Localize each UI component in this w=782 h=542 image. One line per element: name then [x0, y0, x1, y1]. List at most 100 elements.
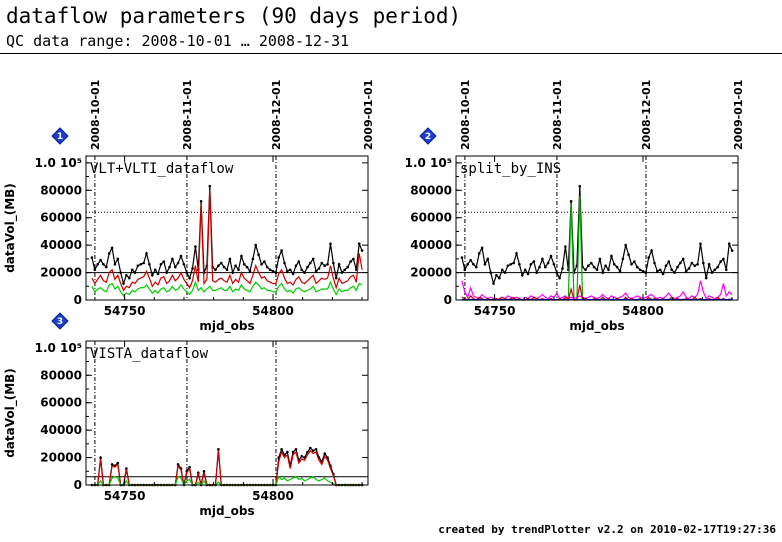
x-tick-label: 54800 — [252, 489, 294, 503]
data-point — [541, 257, 544, 261]
data-point — [102, 263, 105, 266]
data-point — [162, 260, 166, 263]
data-point — [323, 264, 327, 268]
data-point — [136, 264, 140, 268]
y-tick-label: 80000 — [40, 368, 82, 382]
data-point — [658, 268, 662, 272]
data-point — [661, 272, 665, 276]
data-point — [630, 263, 633, 266]
y-tick-label: 0 — [74, 478, 82, 492]
data-point — [280, 249, 283, 252]
data-point — [538, 265, 541, 269]
data-point — [587, 264, 590, 268]
y-tick-label: 0 — [444, 293, 452, 307]
series-line — [91, 190, 363, 292]
data-point — [257, 253, 260, 256]
data-point — [317, 267, 321, 270]
y-tick-label: 20000 — [40, 266, 82, 280]
data-point — [535, 271, 538, 274]
data-point — [323, 452, 327, 455]
y-tick-label: 60000 — [410, 211, 452, 225]
chart-panel-1: 1 2008-10-01 2008-11-01 2008-12-01 2009-01-0… — [3, 80, 375, 334]
data-point — [99, 258, 102, 262]
data-point — [110, 246, 114, 250]
data-point — [128, 276, 131, 280]
data-point — [360, 249, 364, 252]
page-title: dataflow parameters (90 days period) — [6, 4, 462, 28]
plot-frame — [85, 155, 369, 301]
data-point — [463, 268, 467, 272]
data-point — [552, 263, 556, 266]
data-point — [702, 261, 705, 265]
data-point — [320, 261, 324, 265]
data-point — [352, 257, 355, 261]
data-point — [214, 268, 217, 272]
data-point — [314, 448, 318, 451]
data-point — [142, 261, 145, 265]
y-tick-label: 80000 — [410, 183, 452, 197]
y-tick-label: 1.0 10⁵ — [405, 156, 452, 170]
data-point — [294, 264, 298, 268]
y-tick-label: 1.0 10⁵ — [35, 341, 82, 355]
data-point — [612, 263, 616, 266]
data-point — [509, 263, 513, 266]
badge-number: 1 — [57, 132, 63, 142]
data-point — [225, 268, 229, 272]
data-point — [277, 256, 281, 259]
badge-number: 3 — [57, 317, 63, 327]
data-point — [532, 260, 536, 263]
data-point — [500, 268, 504, 272]
data-point — [176, 261, 180, 265]
date-marker-label: 2008-12-01 — [270, 80, 283, 150]
x-axis-label: mjd_obs — [199, 319, 254, 334]
panel-badge: 1 — [51, 127, 69, 145]
data-point — [306, 450, 309, 454]
data-point — [656, 269, 659, 273]
data-point — [208, 184, 212, 188]
date-marker-label: 2009-01-01 — [362, 80, 375, 150]
data-point — [188, 276, 191, 280]
data-point — [472, 263, 475, 266]
x-tick-label: 54750 — [104, 489, 146, 503]
date-marker-label: 2008-10-01 — [459, 80, 472, 150]
data-point — [202, 470, 206, 473]
data-point — [309, 261, 312, 265]
data-point — [96, 263, 99, 266]
data-point — [727, 242, 731, 246]
badge-diamond — [51, 312, 69, 330]
data-point — [99, 456, 102, 459]
data-point — [268, 268, 272, 272]
data-point — [518, 263, 521, 266]
date-marker-label: 2008-12-01 — [640, 80, 653, 150]
data-point — [182, 263, 186, 266]
data-point — [148, 263, 151, 266]
data-point — [274, 271, 278, 274]
series-2 — [91, 190, 363, 292]
data-point — [489, 271, 493, 274]
data-point — [523, 268, 527, 272]
data-point — [168, 265, 171, 269]
data-point — [670, 268, 673, 272]
y-axis-label: dataVol_(MB) — [3, 368, 18, 458]
data-point — [306, 265, 309, 269]
data-point — [199, 200, 203, 203]
data-point — [627, 253, 630, 256]
data-point — [151, 274, 154, 277]
panel-title: VISTA_dataflow — [90, 346, 209, 362]
data-point — [681, 257, 685, 261]
data-point — [624, 243, 627, 247]
data-point — [641, 269, 645, 273]
data-point — [483, 263, 487, 266]
data-point — [635, 265, 639, 269]
data-point — [116, 461, 120, 465]
data-point — [664, 264, 668, 268]
data-point — [699, 242, 702, 246]
panel-title: VLT+VLTI_dataflow — [90, 161, 234, 177]
data-point — [357, 242, 361, 246]
data-point — [349, 260, 352, 263]
y-tick-label: 80000 — [40, 183, 82, 197]
data-point — [529, 263, 533, 266]
data-point — [122, 282, 125, 285]
data-point — [340, 271, 344, 274]
data-point — [578, 184, 582, 188]
